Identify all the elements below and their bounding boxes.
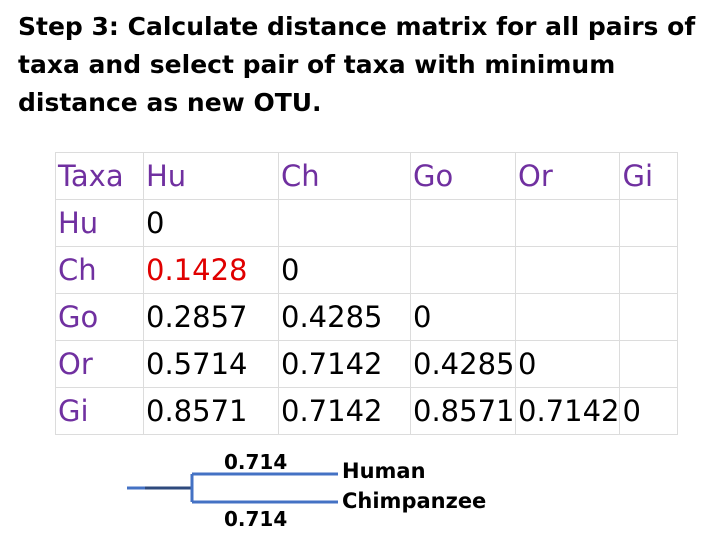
cell-go-go: 0 [410, 293, 516, 341]
cell-ch-hu-minimum: 0.1428 [143, 246, 279, 294]
cell-or-hu: 0.5714 [143, 340, 279, 388]
header-cell-gi: Gi [619, 152, 679, 200]
slide-heading: Step 3: Calculate distance matrix for al… [18, 12, 696, 117]
cell-hu-or [514, 199, 621, 247]
row-label-go: Go [55, 293, 144, 341]
header-cell-or: Or [514, 152, 621, 200]
branch-length-top: 0.714 [224, 450, 288, 474]
cell-ch-ch: 0 [278, 246, 411, 294]
row-label-or: Or [55, 340, 144, 388]
header-cell-hu: Hu [143, 152, 279, 200]
cell-go-gi [619, 293, 679, 341]
cell-gi-gi: 0 [619, 387, 679, 435]
cell-or-ch: 0.7142 [278, 340, 411, 388]
row-label-gi: Gi [55, 387, 144, 435]
matrix-header-row: Taxa Hu Ch Go Or Gi [55, 152, 679, 200]
matrix-row-go: Go 0.2857 0.4285 0 [55, 293, 679, 341]
cell-go-hu: 0.2857 [143, 293, 279, 341]
matrix-row-hu: Hu 0 [55, 199, 679, 247]
cell-hu-ch [278, 199, 411, 247]
matrix-row-ch: Ch 0.1428 0 [55, 246, 679, 294]
header-cell-taxa: Taxa [55, 152, 144, 200]
distance-matrix: Taxa Hu Ch Go Or Gi Hu 0 Ch 0.1428 0 Go … [55, 152, 679, 435]
header-cell-go: Go [410, 152, 516, 200]
leaf-label-chimpanzee: Chimpanzee [342, 489, 487, 513]
cell-ch-go [410, 246, 516, 294]
branch-length-bottom: 0.714 [224, 507, 288, 531]
matrix-row-or: Or 0.5714 0.7142 0.4285 0 [55, 340, 679, 388]
matrix-row-gi: Gi 0.8571 0.7142 0.8571 0.7142 0 [55, 387, 679, 435]
cell-gi-or: 0.7142 [514, 387, 621, 435]
cell-gi-ch: 0.7142 [278, 387, 411, 435]
row-label-hu: Hu [55, 199, 144, 247]
cell-hu-gi [619, 199, 679, 247]
cell-gi-hu: 0.8571 [143, 387, 279, 435]
cell-hu-go [410, 199, 516, 247]
cell-or-go: 0.4285 [410, 340, 516, 388]
cell-ch-gi [619, 246, 679, 294]
leaf-label-human: Human [342, 459, 426, 483]
cell-gi-go: 0.8571 [410, 387, 516, 435]
